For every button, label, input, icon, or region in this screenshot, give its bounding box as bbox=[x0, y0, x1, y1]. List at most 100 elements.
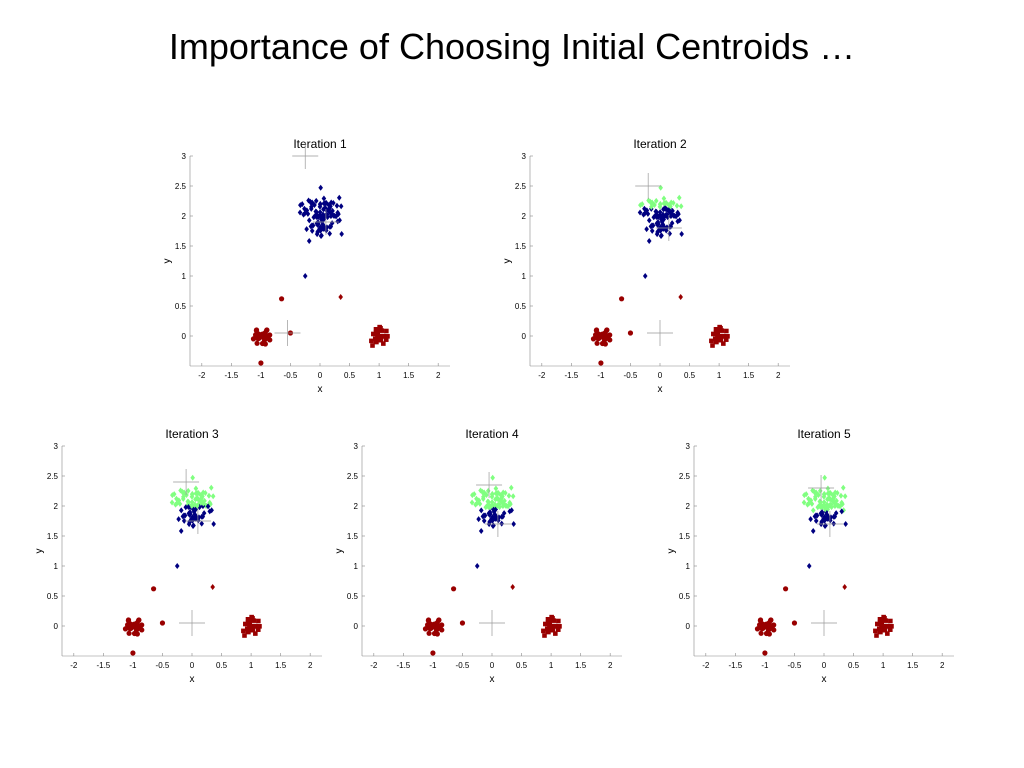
data-point bbox=[325, 214, 330, 221]
x-tick-label: 1.5 bbox=[743, 371, 755, 380]
data-point bbox=[247, 623, 252, 629]
data-point bbox=[481, 489, 487, 496]
data-point bbox=[549, 614, 554, 620]
chart-title: Iteration 4 bbox=[465, 427, 519, 441]
data-point bbox=[321, 195, 327, 202]
data-point bbox=[500, 493, 505, 500]
data-point bbox=[675, 218, 681, 225]
data-point bbox=[557, 624, 562, 629]
y-tick-label: 2 bbox=[182, 212, 187, 221]
data-point bbox=[506, 492, 512, 499]
data-point bbox=[887, 627, 893, 632]
data-point bbox=[821, 491, 827, 498]
y-tick-label: 0 bbox=[54, 622, 59, 631]
data-point bbox=[267, 337, 273, 343]
data-point bbox=[595, 336, 601, 342]
data-point bbox=[825, 490, 831, 497]
data-point bbox=[831, 513, 837, 520]
y-tick-label: 0 bbox=[522, 332, 527, 341]
data-point bbox=[825, 496, 830, 503]
data-point bbox=[194, 502, 200, 509]
data-point bbox=[375, 329, 381, 335]
data-point bbox=[674, 202, 680, 209]
x-tick-label: 1 bbox=[717, 371, 722, 380]
data-point bbox=[245, 628, 251, 634]
data-point bbox=[450, 586, 457, 592]
data-point bbox=[181, 493, 186, 500]
data-point bbox=[381, 333, 386, 339]
data-point bbox=[754, 626, 761, 632]
data-point bbox=[842, 584, 847, 590]
data-point bbox=[183, 504, 189, 511]
data-point bbox=[494, 494, 500, 501]
x-tick-label: 1 bbox=[881, 661, 886, 670]
data-point bbox=[843, 520, 848, 527]
data-point bbox=[312, 202, 317, 209]
data-point bbox=[877, 628, 883, 634]
x-tick-label: -0.5 bbox=[624, 371, 638, 380]
data-point bbox=[181, 517, 187, 524]
x-tick-label: -0.5 bbox=[456, 661, 470, 670]
data-point bbox=[178, 527, 184, 534]
data-point bbox=[550, 627, 556, 633]
x-tick-label: -1.5 bbox=[96, 661, 110, 670]
data-point bbox=[474, 500, 480, 507]
data-point bbox=[196, 496, 202, 503]
data-point bbox=[813, 512, 819, 519]
x-tick-label: -0.5 bbox=[788, 661, 802, 670]
data-point bbox=[510, 493, 516, 500]
data-point bbox=[309, 199, 315, 206]
data-point bbox=[709, 338, 714, 344]
chart-title: Iteration 1 bbox=[293, 137, 347, 151]
data-point bbox=[489, 491, 495, 498]
data-point bbox=[244, 626, 250, 632]
data-point bbox=[253, 631, 258, 636]
data-point bbox=[879, 623, 884, 629]
data-point bbox=[547, 623, 552, 629]
data-point bbox=[664, 206, 670, 213]
data-point bbox=[771, 622, 777, 628]
data-point bbox=[190, 474, 195, 481]
data-point bbox=[882, 627, 888, 633]
data-point bbox=[810, 507, 816, 514]
x-tick-label: -1.5 bbox=[728, 661, 742, 670]
data-point bbox=[542, 633, 547, 638]
data-point bbox=[178, 507, 184, 514]
data-point bbox=[170, 492, 175, 499]
data-point bbox=[250, 627, 256, 633]
data-point bbox=[434, 621, 440, 627]
data-point bbox=[821, 499, 827, 506]
x-axis-label: x bbox=[318, 384, 323, 395]
data-point bbox=[311, 214, 317, 221]
data-point bbox=[379, 328, 385, 333]
data-point bbox=[254, 340, 260, 346]
data-point bbox=[496, 496, 502, 503]
y-tick-label: 1.5 bbox=[175, 242, 187, 251]
data-point bbox=[766, 631, 772, 637]
data-point bbox=[205, 503, 211, 510]
data-point bbox=[505, 503, 511, 510]
data-point bbox=[320, 212, 325, 219]
data-point bbox=[541, 628, 546, 634]
data-point bbox=[321, 200, 327, 207]
data-point bbox=[671, 199, 676, 206]
x-tick-label: 0 bbox=[318, 371, 323, 380]
data-point bbox=[493, 496, 498, 503]
y-tick-label: 0.5 bbox=[175, 302, 187, 311]
y-tick-label: 1.5 bbox=[515, 242, 527, 251]
data-point bbox=[655, 228, 661, 235]
data-point bbox=[594, 340, 600, 346]
data-point bbox=[297, 209, 303, 216]
data-point bbox=[555, 627, 561, 632]
data-point bbox=[184, 492, 189, 499]
x-tick-label: -0.5 bbox=[156, 661, 170, 670]
data-point bbox=[176, 516, 181, 523]
data-point bbox=[199, 513, 205, 520]
data-point bbox=[806, 563, 812, 569]
data-point bbox=[256, 618, 261, 624]
data-point bbox=[305, 210, 311, 217]
data-point bbox=[372, 336, 378, 342]
x-tick-label: 1 bbox=[249, 661, 254, 670]
data-point bbox=[470, 492, 475, 499]
data-point bbox=[306, 217, 312, 224]
